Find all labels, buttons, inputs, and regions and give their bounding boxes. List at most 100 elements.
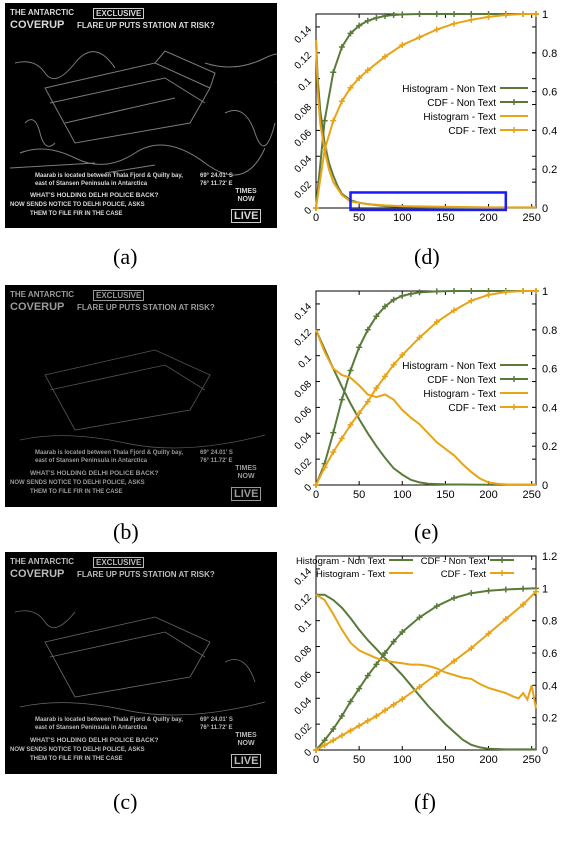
plot-frame [315,290,537,486]
headline-line1: THE ANTARCTIC [10,8,74,17]
y-tick-label: 0.1 [297,353,315,371]
series-point-marker [407,290,414,297]
y-tick-label: 0.14 [293,24,315,46]
channel-logo: TIMES NOW [235,188,257,203]
legend-label: Histogram - Text [316,569,385,580]
series-point-marker [468,16,475,23]
series-line-1 [315,290,536,486]
series-point-marker [433,288,440,295]
coordinate-1: 69° 24.01' S [200,450,233,456]
y2-tick-label: 0.8 [542,325,557,337]
exclusive-badge: EXCLUSIVE [93,557,145,568]
edge-map-b [19,349,266,449]
live-badge: LIVE [231,754,262,768]
legend-marker [511,127,517,133]
series-point-marker [356,75,363,82]
series-point-marker [373,661,380,668]
series-line-3 [315,290,536,486]
y2-tick-label: 0.4 [542,125,557,137]
series-point-marker [451,11,458,17]
series-point-marker [382,303,389,310]
ticker-line1: WHAT'S HOLDING DELHI POLICE BACK? [30,192,159,199]
coordinate-1: 69° 24.01' S [200,717,233,723]
edge-map-a [9,50,277,176]
series-point-marker [364,67,371,74]
series-point-marker [321,146,328,153]
series-point-marker [416,683,423,690]
x-tick-label: 250 [523,489,541,501]
series-point-marker [364,717,371,724]
series-line-3 [315,13,536,209]
y2-tick-label: 1 [542,9,548,21]
headline-line2: COVERUP [10,19,65,31]
legend-marker [511,99,517,105]
y2-tick-label: 1 [542,286,548,298]
legend-marker [511,376,517,382]
headline-line1: THE ANTARCTIC [10,557,74,566]
y-tick-label: 0.08 [293,644,315,666]
legend-label: CDF - Non Text [421,556,487,567]
series-point-marker [373,385,380,391]
series-point-marker [433,26,440,33]
x-tick-label: 200 [479,212,497,224]
series-point-marker [338,396,345,403]
series-point-marker [399,11,406,18]
location-line2: east of Stansen Peninsula in Antarctica [35,181,148,187]
series-point-marker [433,603,440,610]
series-point-marker [330,737,337,744]
plot-frame [315,555,537,751]
highlight-box [349,191,508,212]
series-point-marker [364,326,371,333]
series-point-marker [364,672,371,679]
y-tick-label: 0.08 [293,102,315,124]
series-point-marker [338,43,345,50]
series-point-marker [364,398,371,405]
series-line-1 [315,587,537,751]
series-point-marker [313,747,319,753]
x-tick-label: 100 [393,754,411,766]
coordinate-1: 69° 24.01' S [200,173,233,179]
y2-tick-label: 0 [542,480,548,492]
series-point-marker [313,482,319,488]
caption-e: (e) [414,519,439,544]
x-tick-label: 0 [313,754,319,766]
series-point-marker [399,42,406,49]
y2-tick-label: 0.4 [542,402,557,414]
y2-tick-label: 0.8 [542,616,557,628]
series-point-marker [356,685,363,692]
series-point-marker [347,421,354,428]
series-point-marker [433,11,440,17]
legend-marker [499,570,505,576]
series-point-marker [485,630,492,637]
series-point-marker [390,361,397,368]
series-point-marker [533,588,539,595]
subheadline: FLARE UP PUTS STATION AT RISK? [77,21,215,30]
y-tick-label: 0.1 [297,618,315,636]
ticker-line1: WHAT'S HOLDING DELHI POLICE BACK? [30,470,159,477]
caption-f: (f) [414,789,436,814]
series-point-marker [382,53,389,60]
y-tick-label: 0.04 [293,695,315,717]
y2-tick-label: 0 [542,745,548,757]
series-point-marker [390,11,397,18]
live-badge: LIVE [231,487,262,501]
live-badge: LIVE [231,209,262,223]
series-point-marker [330,725,337,732]
subheadline: FLARE UP PUTS STATION AT RISK? [77,303,215,312]
series-line-0 [316,593,536,751]
ticker-line3: THEM TO FILE FIR IN THE CASE [30,211,123,217]
image-panel-c: THE ANTARCTIC EXCLUSIVE COVERUP FLARE UP… [5,552,277,774]
series-point-marker [373,14,380,21]
series-point-marker [399,628,406,635]
series-point-marker [502,586,509,593]
series-point-marker [533,288,539,294]
ticker-line3: THEM TO FILE FIR IN THE CASE [30,489,123,495]
series-point-marker [330,449,337,456]
location-line1: Maarab is located between Thala Fjord & … [35,173,183,179]
edge-map-c [14,610,266,716]
series-point-marker [382,373,389,380]
y-tick-label: 0.08 [293,379,315,401]
y-tick-label: 0.06 [293,127,315,149]
y2-tick-label: 0.6 [542,648,557,660]
series-point-marker [451,307,458,314]
